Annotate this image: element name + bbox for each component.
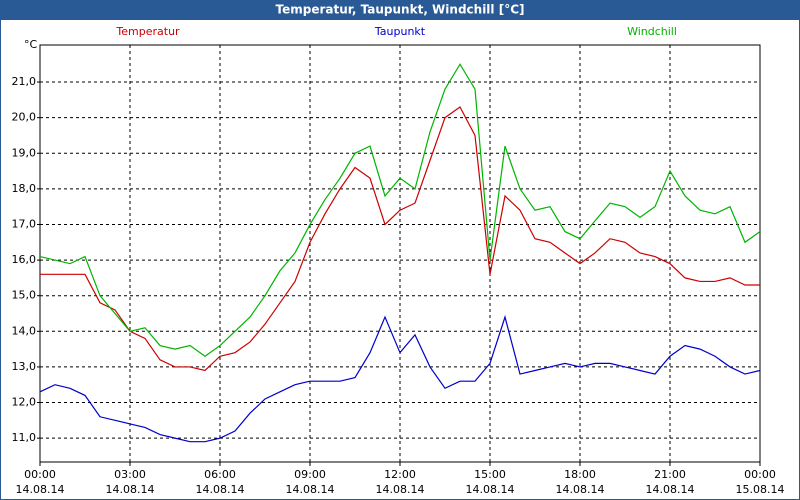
y-tick-label: 13,0 — [12, 360, 37, 373]
x-tick-label: 15:00 — [474, 468, 506, 481]
chart-title: Temperatur, Taupunkt, Windchill [°C] — [276, 3, 525, 17]
y-tick-label: 20,0 — [12, 111, 37, 124]
title-bar — [0, 0, 800, 20]
x-tick-label: 00:00 — [744, 468, 776, 481]
y-tick-label: 11,0 — [12, 431, 37, 444]
y-tick-label: 19,0 — [12, 146, 37, 159]
legend-entry: Taupunkt — [374, 25, 426, 38]
x-tick-date: 14.08.14 — [646, 483, 695, 496]
x-tick-label: 00:00 — [24, 468, 56, 481]
x-tick-label: 18:00 — [564, 468, 596, 481]
x-tick-date: 15.08.14 — [736, 483, 785, 496]
x-tick-date: 14.08.14 — [286, 483, 335, 496]
y-tick-label: 14,0 — [12, 324, 37, 337]
y-tick-label: 18,0 — [12, 182, 37, 195]
x-tick-date: 14.08.14 — [466, 483, 515, 496]
data-line — [39, 63, 761, 357]
legend-entry: Temperatur — [115, 25, 180, 38]
y-tick-label: 12,0 — [12, 396, 37, 409]
x-tick-label: 03:00 — [114, 468, 146, 481]
x-tick-date: 14.08.14 — [16, 483, 65, 496]
y-tick-label: 15,0 — [12, 289, 37, 302]
y-tick-label: 16,0 — [12, 253, 37, 266]
x-tick-date: 14.08.14 — [376, 483, 425, 496]
x-tick-label: 06:00 — [204, 468, 236, 481]
y-tick-label: 17,0 — [12, 217, 37, 230]
legend-entry: Windchill — [627, 25, 677, 38]
y-axis-label: °C — [24, 38, 38, 51]
x-tick-label: 21:00 — [654, 468, 686, 481]
data-line — [40, 106, 760, 372]
x-tick-date: 14.08.14 — [196, 483, 245, 496]
x-tick-date: 14.08.14 — [556, 483, 605, 496]
x-tick-label: 12:00 — [384, 468, 416, 481]
data-line — [39, 314, 761, 443]
x-tick-label: 09:00 — [294, 468, 326, 481]
y-tick-label: 21,0 — [12, 75, 37, 88]
x-tick-date: 14.08.14 — [106, 483, 155, 496]
